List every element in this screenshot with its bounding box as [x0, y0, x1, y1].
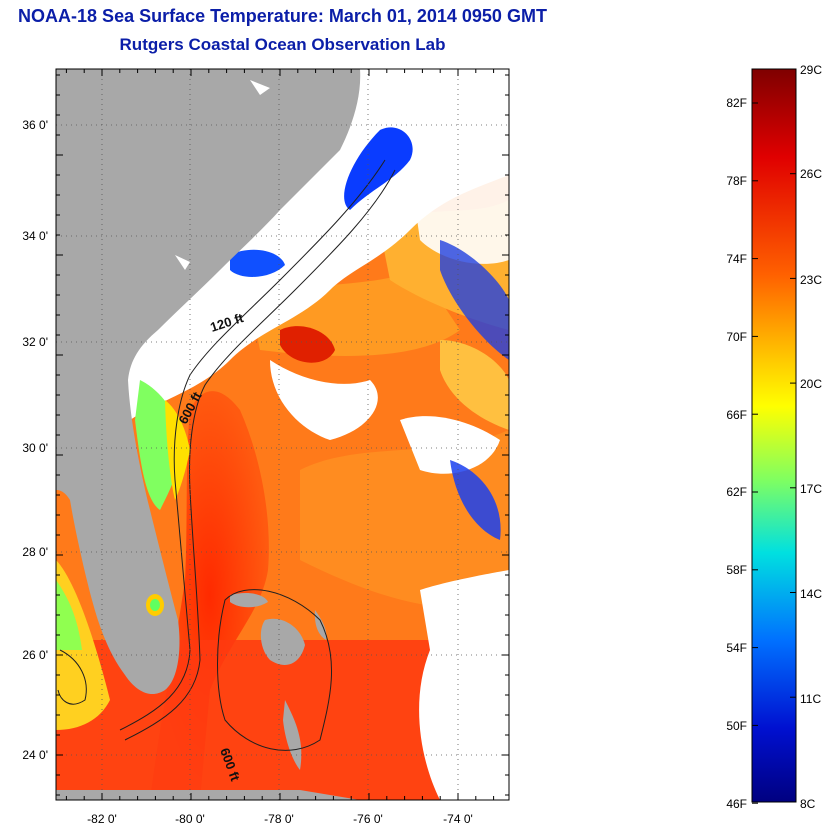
colorbar-label-66f: 66F — [726, 408, 747, 422]
lat-label-36: 36 0' — [22, 118, 48, 132]
colorbar-label-8c: 8C — [800, 797, 816, 811]
cloud-cover — [270, 360, 378, 440]
lon-label-82: -82 0' — [87, 812, 117, 826]
lat-label-30: 30 0' — [22, 441, 48, 455]
colorbar-label-50f: 50F — [726, 719, 747, 733]
map-title: NOAA-18 Sea Surface Temperature: March 0… — [18, 6, 547, 26]
colorbar-label-14c: 14C — [800, 587, 822, 601]
colorbar-label-17c: 17C — [800, 482, 822, 496]
colorbar-label-26c: 26C — [800, 167, 822, 181]
colorbar-label-78f: 78F — [726, 174, 747, 188]
lon-label-78: -78 0' — [264, 812, 294, 826]
colorbar-label-20c: 20C — [800, 377, 822, 391]
colorbar-label-54f: 54F — [726, 641, 747, 655]
inland-water — [250, 80, 270, 95]
map-subtitle: Rutgers Coastal Ocean Observation Lab — [119, 35, 446, 54]
colorbar-label-23c: 23C — [800, 273, 822, 287]
colorbar-label-62f: 62F — [726, 485, 747, 499]
inland-water — [175, 255, 190, 270]
cold-coastal-water — [450, 460, 501, 540]
cold-coastal-water — [440, 240, 509, 360]
gulf-shelf-water — [56, 580, 82, 650]
contour-120ft — [119, 159, 386, 731]
colorbar-label-58f: 58F — [726, 563, 747, 577]
cold-coastal-water — [344, 127, 413, 210]
contour-600ft — [124, 169, 396, 741]
contour-bahamas-bank — [217, 589, 333, 751]
axis-ticks — [56, 69, 509, 800]
contour-gulf — [57, 649, 87, 705]
lon-label-80: -80 0' — [175, 812, 205, 826]
lake-okeechobee — [150, 599, 160, 611]
colorbar-label-46f: 46F — [726, 797, 747, 811]
colorbar-ticks — [752, 68, 796, 804]
map-panel — [56, 69, 509, 800]
land-bahamas — [283, 700, 302, 770]
lat-label-26: 26 0' — [22, 648, 48, 662]
lat-label-32: 32 0' — [22, 335, 48, 349]
nearshore-band — [165, 400, 190, 500]
land-cuba — [56, 790, 360, 800]
colorbar-label-82f: 82F — [726, 96, 747, 110]
colorbar-label-11c: 11C — [800, 692, 821, 706]
map-graticule — [56, 69, 509, 800]
colorbar-label-74f: 74F — [726, 252, 747, 266]
sst-patch — [440, 340, 509, 430]
temperature-colorbar — [751, 68, 797, 803]
cloud-cover — [410, 150, 509, 264]
land-southeast-us — [56, 69, 361, 695]
colorbar-label-29c: 29C — [800, 63, 822, 77]
lon-label-74: -74 0' — [443, 812, 473, 826]
gulf-shelf-water — [56, 560, 110, 730]
land-bahamas — [260, 618, 305, 665]
cold-coastal-water — [230, 249, 285, 277]
lat-label-28: 28 0' — [22, 545, 48, 559]
lon-label-76: -76 0' — [353, 812, 383, 826]
colorbar-label-70f: 70F — [726, 330, 747, 344]
cloud-cover — [400, 416, 500, 474]
cloud-cover — [419, 570, 509, 800]
sst-warm-eddy — [280, 326, 335, 363]
lat-label-34: 34 0' — [22, 229, 48, 243]
lat-label-24: 24 0' — [22, 748, 48, 762]
land-bahamas — [230, 592, 268, 608]
